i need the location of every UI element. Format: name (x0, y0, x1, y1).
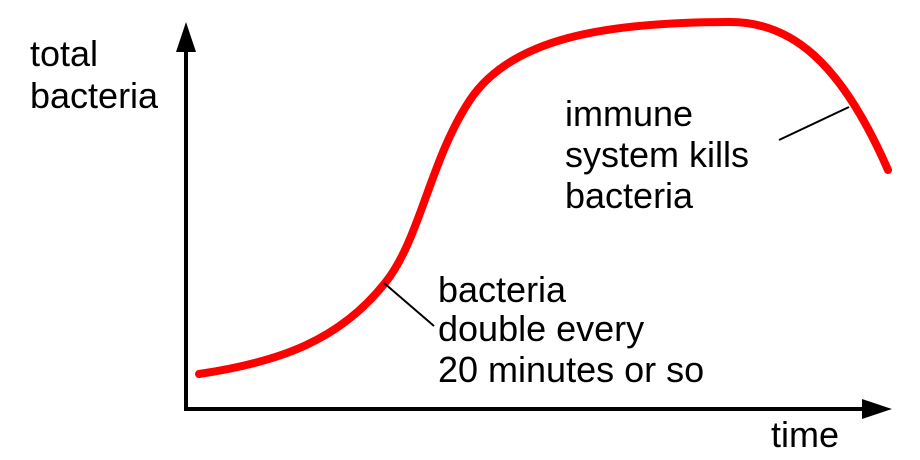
growth-annotation-leader (383, 282, 435, 327)
growth-annotation-line-1: bacteria (438, 269, 567, 310)
growth-annotation-line-2: double every (438, 308, 644, 349)
y-axis-arrowhead (176, 22, 196, 52)
decline-annotation-line-2: system kills (565, 134, 749, 175)
y-axis-label-line-2: bacteria (30, 75, 159, 116)
x-axis-label: time (771, 414, 839, 455)
decline-annotation-line-1: immune (565, 93, 693, 134)
decline-annotation-line-3: bacteria (565, 175, 694, 216)
bacteria-population-curve (195, 17, 892, 378)
y-axis-label-line-1: total (30, 33, 98, 74)
x-axis-arrowhead (862, 399, 892, 419)
growth-annotation-line-3: 20 minutes or so (438, 349, 704, 390)
decline-annotation-leader (778, 106, 850, 141)
